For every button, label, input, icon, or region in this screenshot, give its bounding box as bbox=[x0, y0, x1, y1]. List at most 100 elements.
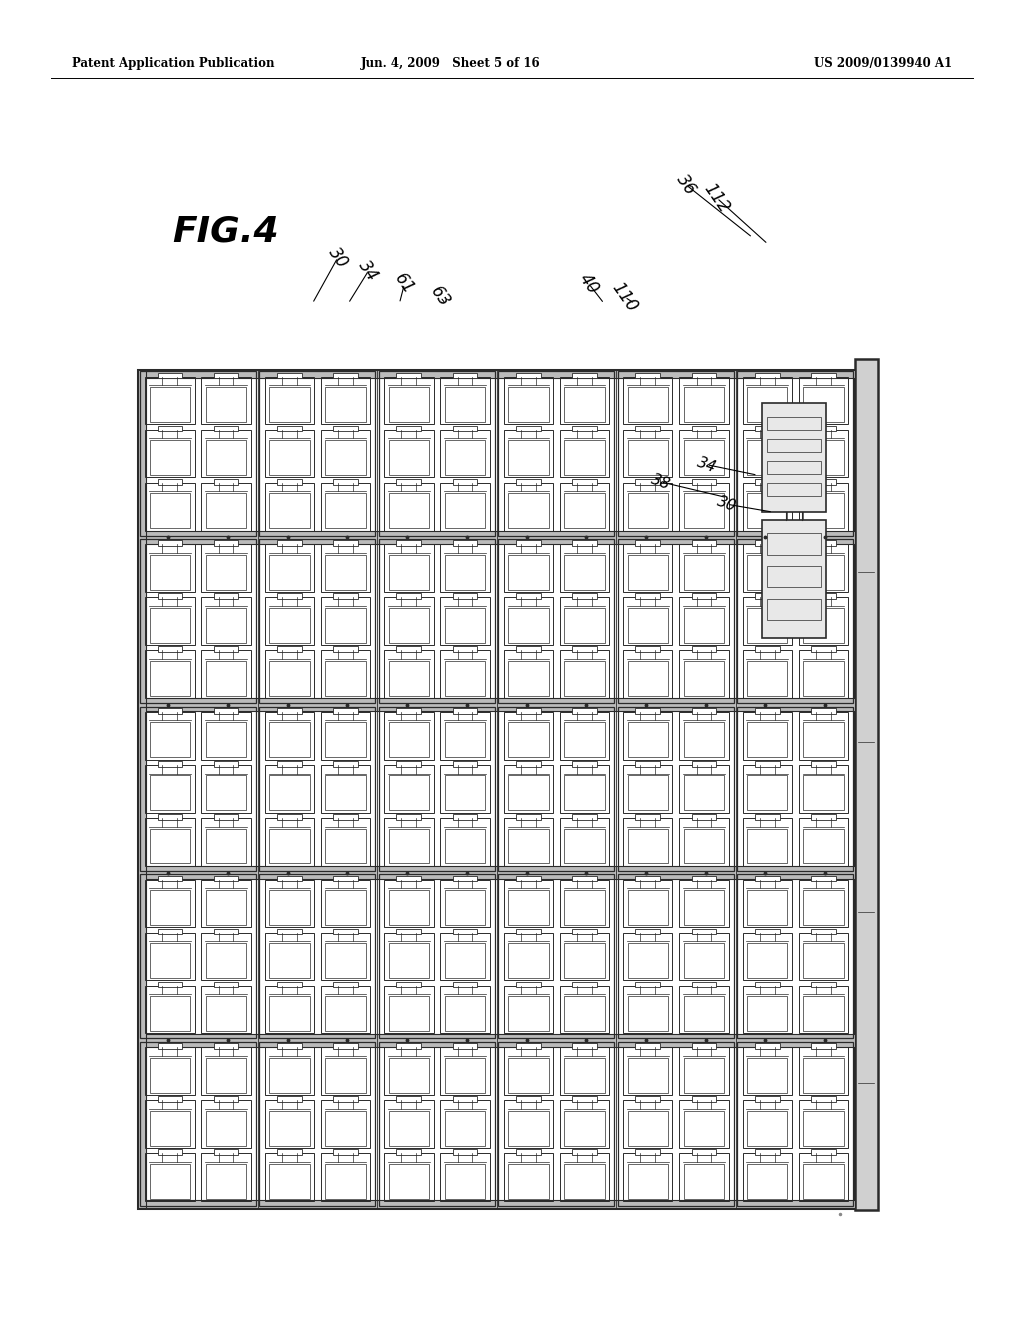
Bar bbox=[388, 1057, 429, 1093]
Bar bbox=[269, 1164, 309, 1199]
Bar bbox=[150, 890, 190, 925]
Bar bbox=[499, 706, 614, 871]
Bar bbox=[444, 494, 485, 528]
Bar bbox=[737, 874, 853, 1039]
Bar bbox=[516, 1150, 541, 1155]
Bar bbox=[138, 370, 855, 1208]
Bar bbox=[158, 540, 182, 546]
Bar bbox=[742, 598, 792, 645]
Bar bbox=[799, 376, 848, 425]
Bar bbox=[799, 651, 848, 698]
Bar bbox=[623, 986, 673, 1034]
Bar bbox=[333, 760, 357, 767]
Bar bbox=[145, 766, 195, 813]
Bar bbox=[326, 829, 366, 863]
Bar bbox=[269, 554, 309, 590]
Bar bbox=[321, 544, 371, 593]
Bar bbox=[158, 647, 182, 652]
Bar bbox=[202, 1154, 251, 1201]
Bar bbox=[453, 814, 477, 820]
Bar bbox=[742, 986, 792, 1034]
Bar bbox=[396, 814, 421, 820]
Bar bbox=[278, 982, 302, 987]
Bar bbox=[679, 986, 729, 1034]
Bar bbox=[504, 711, 553, 760]
Bar bbox=[333, 708, 357, 714]
Bar bbox=[321, 598, 371, 645]
Bar bbox=[746, 1110, 787, 1146]
Bar bbox=[767, 566, 821, 587]
Bar bbox=[623, 430, 673, 478]
Bar bbox=[803, 1164, 844, 1199]
Bar bbox=[623, 1154, 673, 1201]
Bar bbox=[202, 483, 251, 531]
Bar bbox=[746, 1057, 787, 1093]
Bar bbox=[150, 997, 190, 1031]
Bar bbox=[264, 879, 314, 928]
Bar bbox=[742, 1154, 792, 1201]
Bar bbox=[691, 479, 716, 484]
Bar bbox=[516, 593, 541, 599]
Bar bbox=[396, 1150, 421, 1155]
Bar bbox=[755, 760, 779, 767]
Bar bbox=[508, 494, 549, 528]
Bar bbox=[504, 766, 553, 813]
Bar bbox=[264, 1154, 314, 1201]
Bar bbox=[679, 711, 729, 760]
Bar bbox=[560, 1154, 609, 1201]
Bar bbox=[326, 494, 366, 528]
Bar bbox=[264, 933, 314, 981]
Bar bbox=[742, 711, 792, 760]
Bar bbox=[145, 651, 195, 698]
Bar bbox=[150, 1057, 190, 1093]
Bar bbox=[691, 372, 716, 379]
Bar bbox=[679, 933, 729, 981]
Bar bbox=[384, 651, 433, 698]
Bar bbox=[572, 540, 597, 546]
Bar bbox=[628, 775, 668, 810]
Bar bbox=[259, 539, 376, 704]
Bar bbox=[623, 598, 673, 645]
Bar bbox=[206, 722, 247, 758]
Bar bbox=[623, 376, 673, 425]
Bar bbox=[564, 661, 605, 696]
Bar bbox=[206, 997, 247, 1031]
Bar bbox=[742, 933, 792, 981]
Bar bbox=[453, 1096, 477, 1102]
Bar bbox=[384, 933, 433, 981]
Bar bbox=[269, 494, 309, 528]
Bar bbox=[628, 387, 668, 422]
Bar bbox=[691, 982, 716, 987]
Bar bbox=[326, 554, 366, 590]
Bar bbox=[684, 890, 724, 925]
Bar bbox=[138, 1200, 855, 1208]
Bar bbox=[691, 875, 716, 882]
Bar bbox=[811, 708, 836, 714]
Bar bbox=[259, 371, 376, 536]
Bar bbox=[278, 814, 302, 820]
Bar bbox=[214, 708, 239, 714]
Bar bbox=[516, 479, 541, 484]
Bar bbox=[214, 372, 239, 379]
Bar bbox=[617, 706, 734, 871]
Bar bbox=[767, 483, 821, 496]
Bar bbox=[206, 440, 247, 475]
Bar bbox=[799, 766, 848, 813]
Bar bbox=[140, 371, 256, 536]
Bar bbox=[158, 479, 182, 484]
Bar bbox=[679, 483, 729, 531]
Bar bbox=[767, 533, 821, 554]
Bar bbox=[803, 829, 844, 863]
Bar bbox=[444, 775, 485, 810]
Bar bbox=[206, 1110, 247, 1146]
Bar bbox=[572, 479, 597, 484]
Bar bbox=[679, 430, 729, 478]
Text: 36: 36 bbox=[673, 170, 699, 199]
Bar bbox=[202, 1101, 251, 1148]
Bar bbox=[145, 430, 195, 478]
Bar bbox=[384, 483, 433, 531]
Bar bbox=[453, 875, 477, 882]
Bar bbox=[516, 647, 541, 652]
Bar bbox=[321, 711, 371, 760]
Bar bbox=[379, 371, 495, 536]
